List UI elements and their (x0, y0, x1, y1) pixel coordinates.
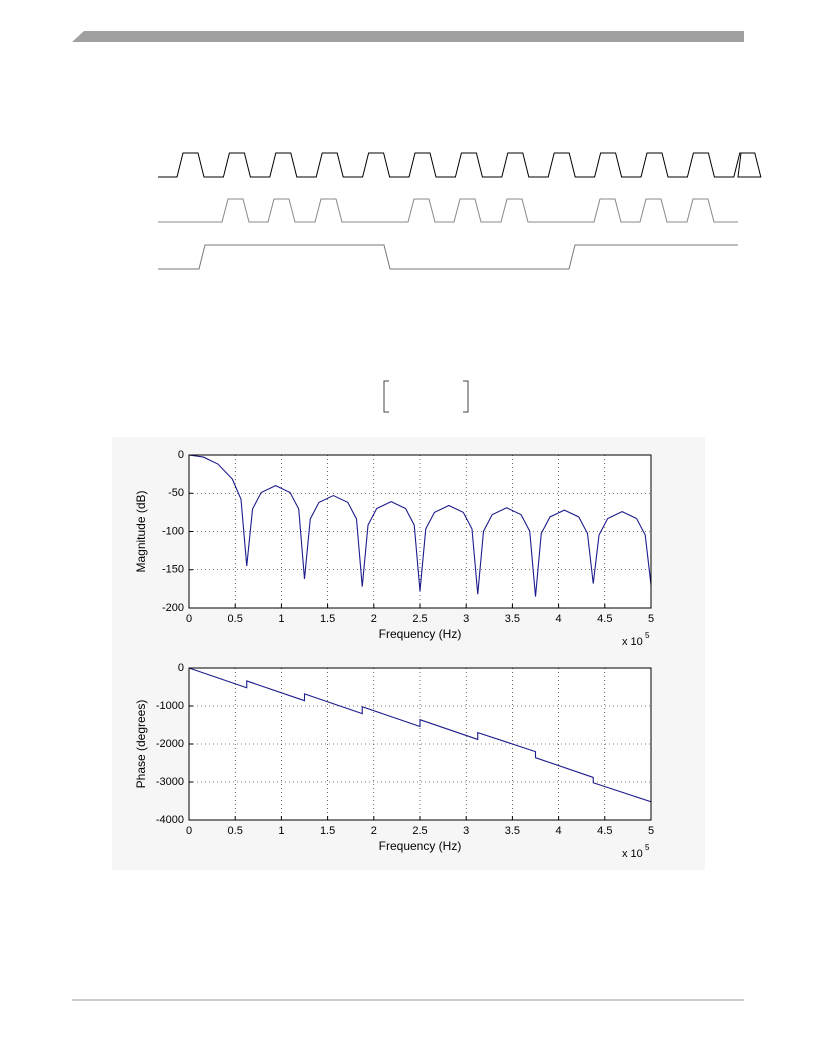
clock-signal (158, 152, 762, 178)
matrix-bracket (383, 380, 469, 413)
x-tick-label: 4.5 (597, 613, 612, 625)
x-tick-label: 1 (278, 825, 284, 837)
y-tick-label: -100 (162, 525, 184, 537)
frame-signal (158, 244, 738, 270)
x-tick-label: 1.5 (320, 825, 335, 837)
x-tick-label: 2 (371, 613, 377, 625)
x-tick-label: 4 (556, 613, 562, 625)
x-tick-label: 0.5 (228, 613, 243, 625)
x-tick-label: 0.5 (228, 825, 243, 837)
x-tick-label: 2.5 (412, 825, 427, 837)
x-multiplier: x 10 (622, 636, 643, 648)
header-bar (72, 31, 744, 42)
y-tick-label: -3000 (156, 776, 184, 788)
gated-signal (158, 198, 738, 223)
data-line (188, 454, 652, 597)
y-tick-label: 0 (178, 449, 184, 461)
plot-frame (188, 667, 652, 821)
x-multiplier: x 10 (622, 848, 643, 860)
y-tick-label: -200 (162, 602, 184, 614)
x-exponent: 5 (645, 843, 650, 852)
y-tick-label: -50 (168, 487, 184, 499)
x-tick-label: 3.5 (505, 825, 520, 837)
x-axis-label: Frequency (Hz) (379, 627, 462, 641)
x-tick-label: 4 (556, 825, 562, 837)
x-tick-label: 5 (648, 825, 654, 837)
y-tick-label: -4000 (156, 814, 184, 826)
x-tick-label: 2 (371, 825, 377, 837)
x-tick-label: 5 (648, 613, 654, 625)
y-tick-label: -1000 (156, 700, 184, 712)
data-line (188, 667, 652, 803)
x-exponent: 5 (645, 631, 650, 640)
x-tick-label: 1 (278, 613, 284, 625)
x-tick-label: 3.5 (505, 613, 520, 625)
timing-diagram (158, 152, 762, 270)
x-tick-label: 2.5 (412, 613, 427, 625)
x-tick-label: 3 (463, 613, 469, 625)
y-tick-label: -150 (162, 564, 184, 576)
y-axis-label: Magnitude (dB) (134, 490, 148, 572)
x-axis-label: Frequency (Hz) (379, 839, 462, 853)
y-tick-label: 0 (178, 662, 184, 674)
y-axis-label: Phase (degrees) (134, 700, 148, 789)
plot-frame (188, 454, 652, 609)
y-tick-label: -2000 (156, 738, 184, 750)
x-tick-label: 0 (186, 825, 192, 837)
x-tick-label: 3 (463, 825, 469, 837)
x-tick-label: 0 (186, 613, 192, 625)
x-tick-label: 1.5 (320, 613, 335, 625)
x-tick-label: 4.5 (597, 825, 612, 837)
